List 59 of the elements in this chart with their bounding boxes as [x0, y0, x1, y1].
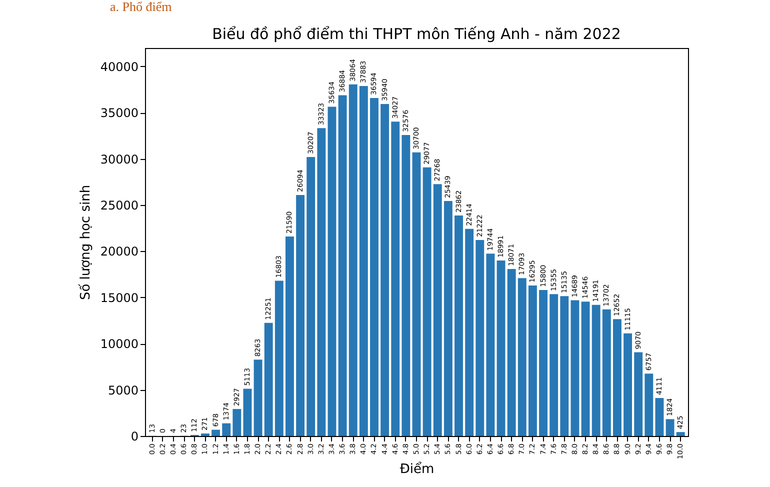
- x-axis-title: Điểm: [400, 461, 434, 478]
- bar: [402, 135, 410, 436]
- bar: [444, 200, 452, 436]
- bar: [317, 128, 326, 436]
- bar: [612, 319, 622, 436]
- bar: [348, 84, 358, 436]
- bar: [581, 302, 590, 436]
- bar: [570, 300, 580, 436]
- bar: [370, 98, 378, 436]
- y-tick-label: 35000: [100, 106, 138, 120]
- bar: [539, 290, 548, 436]
- y-tick-label: 5000: [108, 383, 138, 398]
- bar: [328, 106, 336, 436]
- y-tick-label: 40000: [100, 60, 138, 74]
- text: a. Phổ điểm: [110, 0, 172, 14]
- bar: [666, 419, 674, 436]
- bar: [465, 228, 474, 436]
- y-tick-label: 25000: [100, 198, 138, 213]
- bar: [518, 278, 526, 436]
- y-tick-label: 15000: [100, 290, 138, 305]
- y-tick-label: 30000: [100, 152, 138, 166]
- chart-title: Biểu đồ phổ điểm thi THPT môn Tiếng Anh - năm 2022: [212, 25, 621, 43]
- bar: [222, 423, 231, 436]
- bar: [243, 388, 252, 436]
- bar: [306, 156, 316, 436]
- bar: [476, 240, 484, 436]
- bar: [254, 360, 262, 436]
- bar: [634, 352, 643, 436]
- bar: [560, 296, 569, 436]
- bar: [655, 398, 664, 436]
- bar: [624, 333, 632, 436]
- bar: [422, 167, 432, 436]
- bar: [232, 408, 242, 436]
- y-tick-label: 10000: [100, 337, 138, 352]
- bar: [286, 236, 294, 436]
- bar: [433, 184, 442, 436]
- bar: [454, 216, 463, 436]
- bar: [391, 122, 400, 436]
- bar: [644, 374, 654, 436]
- bar: [592, 304, 600, 436]
- bar: [200, 433, 210, 436]
- bar: [359, 86, 368, 436]
- bar: [528, 285, 537, 436]
- bar: [486, 254, 495, 436]
- bar: [412, 152, 421, 436]
- bar: [602, 309, 611, 436]
- bar: [212, 430, 220, 436]
- bar: [264, 322, 273, 436]
- bar: [338, 95, 347, 436]
- bar: [296, 194, 305, 436]
- y-tick-label: 20000: [100, 244, 138, 259]
- bar: [496, 260, 506, 436]
- bar: [550, 294, 558, 436]
- y-tick-label: 0: [130, 430, 138, 444]
- bar: [507, 269, 516, 436]
- y-axis-title: Số lượng học sinh: [78, 184, 94, 300]
- bar: [274, 280, 284, 436]
- bar: [380, 104, 390, 436]
- bar: [676, 432, 685, 436]
